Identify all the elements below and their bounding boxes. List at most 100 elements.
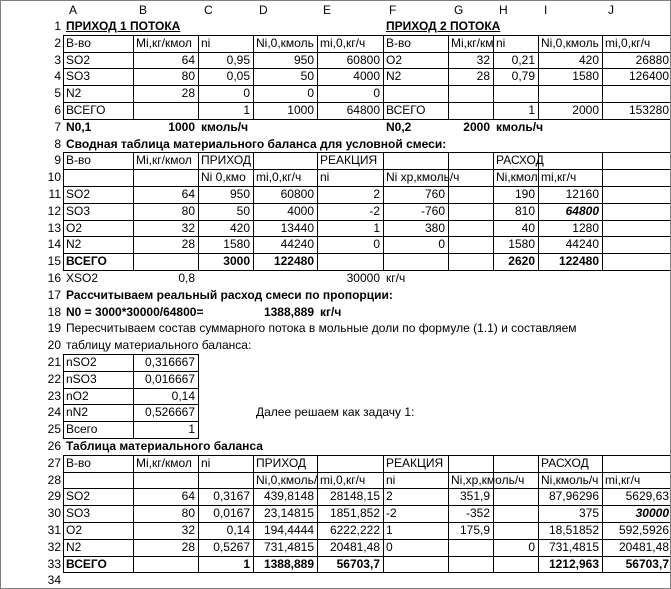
cell-border: [133, 471, 199, 490]
cell-border: [253, 186, 318, 204]
cell-border: [253, 505, 318, 523]
cell-border: [63, 186, 134, 204]
column-header: G: [454, 3, 464, 17]
row-number: 28: [47, 472, 61, 487]
cell: ВСЕГО: [66, 556, 107, 571]
cell-border: [317, 488, 384, 507]
cell: 32: [181, 220, 195, 235]
cell: 0: [373, 237, 380, 252]
cell-border: [317, 253, 384, 271]
cell-border: [602, 454, 670, 473]
cell: ПРИХОД 1 ПОТОКА: [66, 19, 181, 33]
cell: 50: [300, 69, 314, 84]
cell: 64800: [346, 103, 380, 117]
cell-border: [253, 152, 318, 171]
cell-border: [133, 253, 199, 271]
cell-border: [198, 152, 254, 171]
cell: ni: [320, 170, 330, 185]
cell: SO2: [66, 489, 91, 504]
cell: 1388,889: [263, 556, 314, 571]
cell-border: [63, 152, 134, 171]
cell: 0,3167: [213, 489, 250, 504]
row-number: 1: [54, 19, 61, 33]
cell: O2: [66, 220, 83, 235]
cell-border: [383, 505, 449, 523]
cell: 80: [181, 69, 195, 84]
cell-border: [538, 555, 603, 574]
cell-border: [448, 253, 494, 271]
cell: nO2: [66, 388, 89, 403]
column-header: J: [608, 3, 614, 17]
row-number: 2: [54, 35, 61, 50]
cell-border: [198, 68, 254, 87]
cell-border: [493, 152, 539, 171]
cell-border: [317, 219, 384, 238]
cell: 126400: [628, 69, 669, 84]
cell: ВСЕГО: [66, 103, 106, 117]
cell: 1580: [508, 237, 535, 252]
cell: 13440: [280, 220, 314, 235]
cell: Mi,кг/кмол: [136, 455, 192, 470]
cell-border: [448, 68, 494, 87]
cell-border: [63, 51, 134, 70]
cell: 0: [307, 86, 314, 101]
cell-border: [602, 102, 670, 120]
cell-border: [538, 522, 603, 540]
cell-border: [602, 472, 670, 490]
cell: 1: [386, 523, 393, 537]
cell-border: [198, 85, 254, 103]
cell: ПРИХОД: [256, 455, 307, 470]
cell-border: [253, 555, 318, 574]
cell: 1212,963: [548, 556, 599, 571]
cell-border: [198, 538, 254, 557]
cell-border: [493, 186, 539, 204]
cell: 1: [373, 220, 380, 235]
cell-border: [448, 152, 494, 171]
row-number: 34: [47, 573, 61, 588]
cell-border: [493, 236, 539, 255]
cell: 4000: [353, 69, 380, 84]
cell: 28: [476, 69, 490, 84]
cell-border: [253, 102, 318, 120]
cell-border: [63, 102, 134, 120]
cell-border: [383, 488, 449, 507]
cell-border: [133, 236, 199, 255]
cell: 5629,63: [625, 489, 669, 504]
row-number: 15: [47, 254, 61, 269]
cell: 0,5267: [213, 539, 250, 554]
cell: ni: [496, 35, 506, 50]
row-number: 23: [47, 388, 61, 403]
row-number: 26: [47, 439, 61, 453]
cell: 0,526667: [144, 405, 195, 420]
cell: РАСХОД: [541, 455, 589, 470]
cell-border: [538, 186, 603, 204]
cell-border: [63, 85, 134, 103]
cell-border: [602, 556, 670, 574]
cell: 0: [386, 539, 393, 554]
cell: 420: [578, 52, 599, 67]
cell: -2: [369, 203, 380, 218]
cell: В-во: [66, 455, 91, 470]
cell: -352: [465, 506, 490, 521]
cell-border: [133, 454, 199, 473]
cell: 40: [521, 220, 535, 235]
cell-border: [133, 387, 199, 406]
cell-border: [63, 202, 134, 221]
row-number: 4: [54, 69, 61, 84]
cell: SO2: [66, 52, 91, 67]
cell: -2: [386, 506, 397, 521]
cell: N2: [66, 539, 82, 554]
row-number: 13: [47, 220, 61, 235]
cell: 18,51852: [548, 523, 599, 537]
cell-border: [133, 186, 199, 204]
cell-border: [448, 34, 494, 53]
row-number: 5: [54, 86, 61, 101]
row-number: 10: [47, 170, 61, 185]
cell-border: [538, 34, 603, 53]
cell: 1851,852: [329, 506, 380, 521]
cell: 44240: [565, 237, 599, 252]
cell-border: [198, 505, 254, 523]
cell: 592,5926: [618, 523, 669, 537]
cell: кг/ч: [320, 304, 342, 319]
